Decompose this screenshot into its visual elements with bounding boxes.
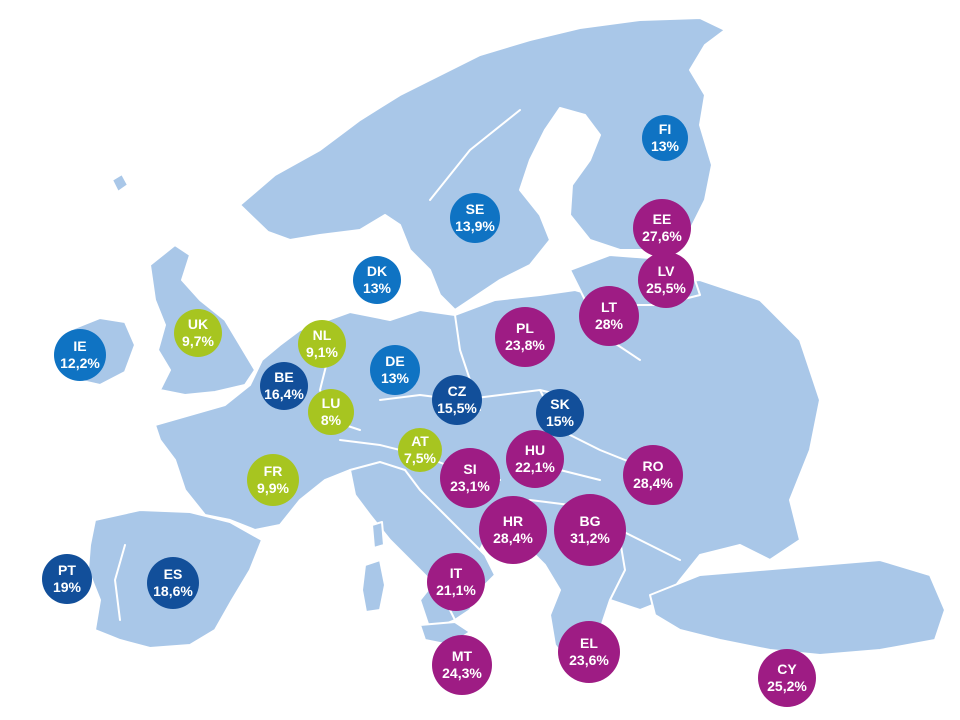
country-value: 19%	[52, 579, 82, 595]
country-code: UK	[187, 316, 209, 333]
land-corsica	[371, 521, 385, 549]
country-marker-mt: MT 24,3%	[432, 635, 492, 695]
country-value: 22,1%	[515, 459, 555, 475]
country-code: DE	[385, 353, 405, 370]
country-value: 9,1%	[306, 344, 338, 360]
country-code: SE	[465, 201, 485, 218]
country-marker-it: IT 21,1%	[427, 553, 485, 611]
country-value: 28,4%	[493, 530, 533, 546]
country-value: 28%	[594, 316, 624, 332]
country-value: 23,8%	[505, 337, 545, 353]
land-turkey	[649, 559, 946, 656]
land-iceland-fragment	[111, 173, 129, 193]
country-code: FR	[263, 463, 283, 480]
country-code: CY	[777, 661, 797, 678]
country-marker-be: BE 16,4%	[260, 362, 308, 410]
country-marker-si: SI 23,1%	[440, 448, 500, 508]
country-marker-cy: CY 25,2%	[758, 649, 816, 707]
country-value: 21,1%	[436, 582, 476, 598]
country-code: LU	[321, 395, 341, 412]
country-marker-lt: LT 28%	[579, 286, 639, 346]
country-value: 15%	[545, 413, 575, 429]
country-marker-el: EL 23,6%	[558, 621, 620, 683]
country-code: EE	[652, 211, 672, 228]
country-value: 16,4%	[264, 386, 304, 402]
country-code: BE	[274, 369, 294, 386]
land-scandinavia	[239, 17, 726, 311]
country-marker-bg: BG 31,2%	[554, 494, 626, 566]
country-marker-dk: DK 13%	[353, 256, 401, 304]
country-code: RO	[642, 458, 664, 475]
country-marker-lu: LU 8%	[308, 389, 354, 435]
country-marker-pl: PL 23,8%	[495, 307, 555, 367]
country-code: ES	[163, 566, 183, 583]
country-value: 13%	[362, 280, 392, 296]
country-code: DK	[366, 263, 388, 280]
country-marker-uk: UK 9,7%	[174, 309, 222, 357]
country-marker-sk: SK 15%	[536, 389, 584, 437]
country-marker-pt: PT 19%	[42, 554, 92, 604]
country-value: 23,1%	[450, 478, 490, 494]
country-value: 13,9%	[455, 218, 495, 234]
country-code: NL	[312, 327, 332, 344]
country-code: AT	[411, 433, 429, 450]
country-value: 13%	[380, 370, 410, 386]
country-code: SK	[550, 396, 570, 413]
country-value: 9,7%	[182, 333, 214, 349]
country-marker-ro: RO 28,4%	[623, 445, 683, 505]
country-value: 27,6%	[642, 228, 682, 244]
country-code: PT	[58, 562, 76, 579]
country-marker-es: ES 18,6%	[147, 557, 199, 609]
country-marker-se: SE 13,9%	[450, 193, 500, 243]
country-marker-fi: FI 13%	[642, 115, 688, 161]
land-sardinia	[361, 559, 386, 613]
country-code: LT	[600, 299, 618, 316]
country-code: IE	[73, 338, 87, 355]
country-marker-at: AT 7,5%	[398, 428, 442, 472]
country-marker-hu: HU 22,1%	[506, 430, 564, 488]
country-value: 24,3%	[442, 665, 482, 681]
country-value: 25,5%	[646, 280, 686, 296]
country-value: 28,4%	[633, 475, 673, 491]
country-value: 25,2%	[767, 678, 807, 694]
country-value: 23,6%	[569, 652, 609, 668]
country-code: LV	[657, 263, 675, 280]
country-code: MT	[451, 648, 473, 665]
country-value: 7,5%	[404, 450, 436, 466]
country-value: 18,6%	[153, 583, 193, 599]
country-code: EL	[580, 635, 598, 652]
country-marker-ie: IE 12,2%	[54, 329, 106, 381]
country-code: IT	[449, 565, 463, 582]
country-code: SI	[463, 461, 477, 478]
country-value: 12,2%	[60, 355, 100, 371]
country-value: 8%	[320, 412, 342, 428]
country-value: 15,5%	[437, 400, 477, 416]
country-code: HR	[502, 513, 524, 530]
country-marker-ee: EE 27,6%	[633, 199, 691, 257]
country-marker-de: DE 13%	[370, 345, 420, 395]
country-code: BG	[579, 513, 601, 530]
country-value: 9,9%	[257, 480, 289, 496]
country-code: PL	[516, 320, 534, 337]
country-marker-fr: FR 9,9%	[247, 454, 299, 506]
country-marker-nl: NL 9,1%	[298, 320, 346, 368]
country-code: HU	[524, 442, 546, 459]
country-value: 13%	[650, 138, 680, 154]
country-code: CZ	[447, 383, 467, 400]
country-marker-lv: LV 25,5%	[638, 252, 694, 308]
country-code: FI	[658, 121, 672, 138]
country-marker-cz: CZ 15,5%	[432, 375, 482, 425]
country-marker-hr: HR 28,4%	[479, 496, 547, 564]
country-value: 31,2%	[570, 530, 610, 546]
